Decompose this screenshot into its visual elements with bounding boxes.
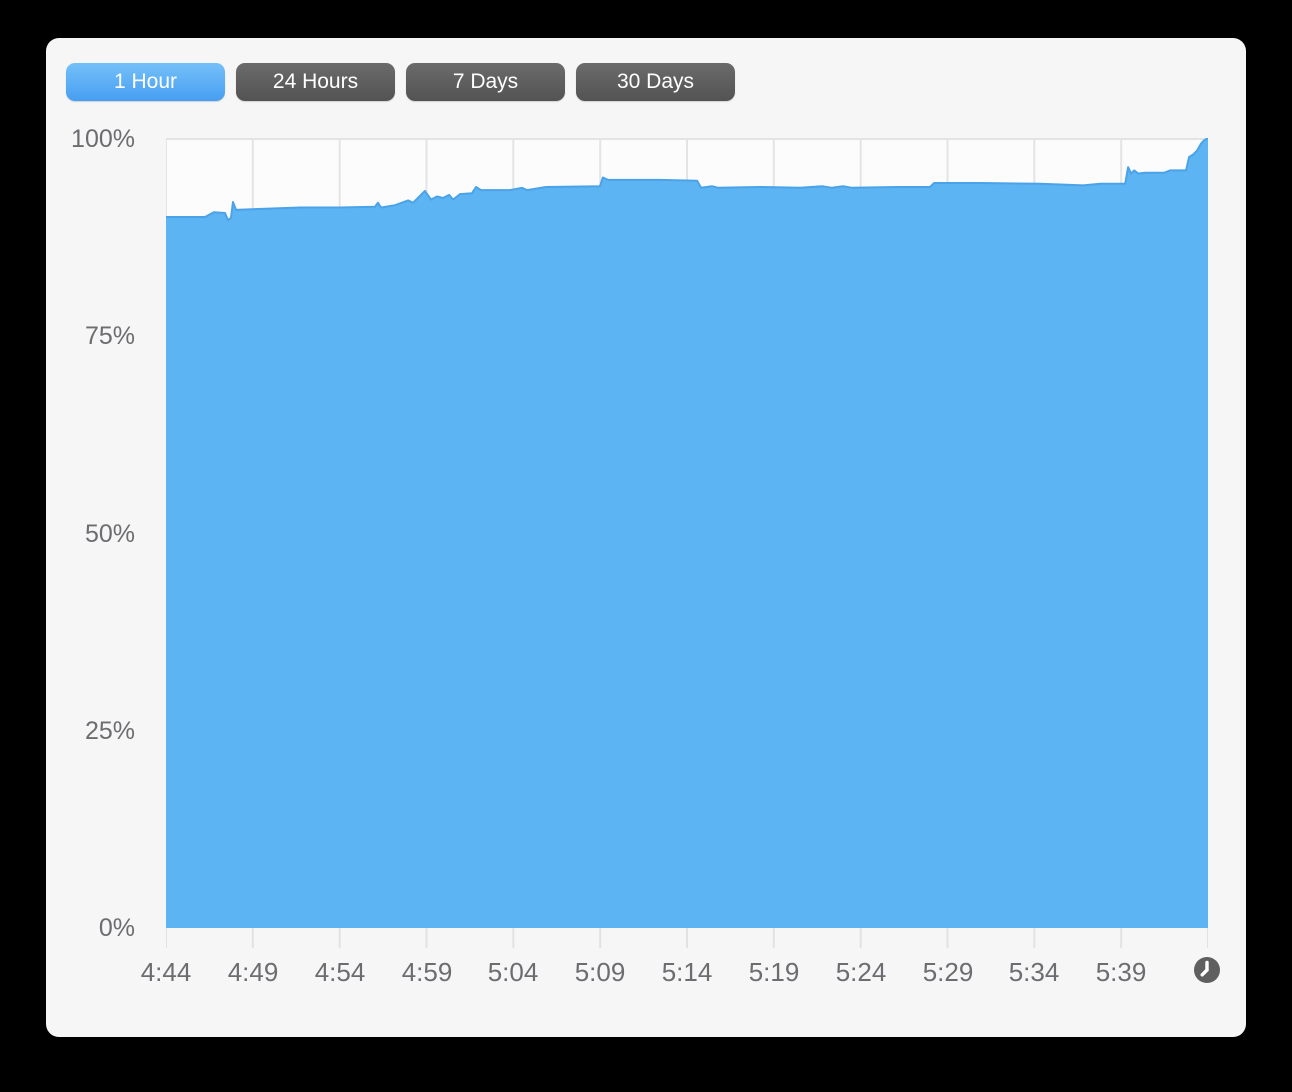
x-axis-label-4: 5:04 — [487, 957, 539, 987]
x-axis-label-6: 5:14 — [661, 957, 713, 987]
tab-24-hours[interactable]: 24 Hours — [236, 63, 395, 101]
x-axis-label-10: 5:34 — [1008, 957, 1060, 987]
x-axis-label-5: 5:09 — [574, 957, 626, 987]
x-axis-label-7: 5:19 — [748, 957, 800, 987]
y-axis-label-100: 100% — [71, 125, 135, 153]
y-axis-label-75: 75% — [84, 322, 135, 350]
y-axis-label-25: 25% — [84, 717, 135, 745]
tab-7-days[interactable]: 7 Days — [406, 63, 565, 101]
clock-icon[interactable] — [1193, 956, 1221, 984]
tab-30-days[interactable]: 30 Days — [576, 63, 735, 101]
y-axis-label-0: 0% — [98, 914, 135, 942]
y-axis-label-50: 50% — [84, 520, 135, 548]
x-axis-label-2: 4:54 — [314, 957, 366, 987]
x-axis-label-11: 5:39 — [1095, 957, 1147, 987]
app-window: 1 Hour 24 Hours 7 Days 30 Days 100% 75% … — [46, 38, 1246, 1037]
time-range-tabbar: 1 Hour 24 Hours 7 Days 30 Days — [66, 63, 735, 101]
x-axis-label-8: 5:24 — [835, 957, 887, 987]
x-axis-label-1: 4:49 — [227, 957, 279, 987]
tab-1-hour[interactable]: 1 Hour — [66, 63, 225, 101]
clock-icon-hour-hand — [1200, 968, 1209, 977]
x-axis-label-9: 5:29 — [922, 957, 974, 987]
usage-area-chart — [166, 138, 1208, 948]
x-axis-label-0: 4:44 — [140, 957, 192, 987]
x-axis-label-3: 4:59 — [401, 957, 453, 987]
